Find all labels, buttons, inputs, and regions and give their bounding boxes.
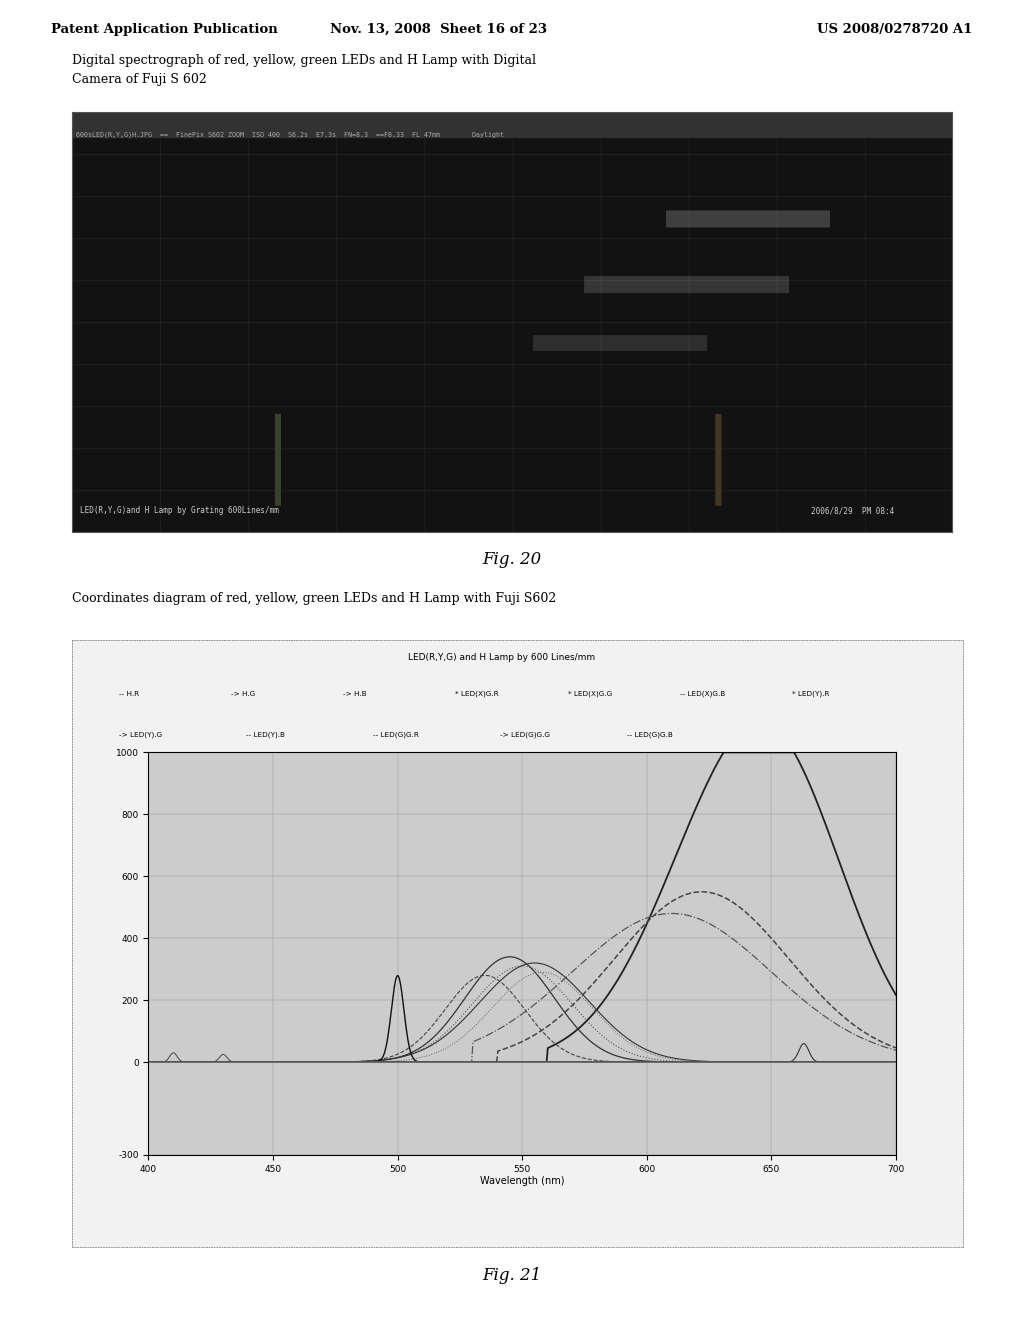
Text: -- LED(X)G.B: -- LED(X)G.B — [680, 690, 725, 697]
Text: -> H.G: -> H.G — [231, 690, 255, 697]
Text: Fig. 21: Fig. 21 — [482, 1267, 542, 1283]
Text: US 2008/0278720 A1: US 2008/0278720 A1 — [817, 22, 973, 36]
Text: Nov. 13, 2008  Sheet 16 of 23: Nov. 13, 2008 Sheet 16 of 23 — [330, 22, 547, 36]
Text: * LED(X)G.G: * LED(X)G.G — [567, 690, 612, 697]
Text: -- LED(G)G.R: -- LED(G)G.R — [373, 731, 419, 738]
Text: -> LED(G)G.G: -> LED(G)G.G — [500, 731, 550, 738]
Text: Coordinates diagram of red, yellow, green LEDs and H Lamp with Fuji S602: Coordinates diagram of red, yellow, gree… — [72, 591, 556, 605]
Text: -- LED(G)G.B: -- LED(G)G.B — [627, 731, 673, 738]
Text: LED(R,Y,G) and H Lamp by 600 Lines/mm: LED(R,Y,G) and H Lamp by 600 Lines/mm — [409, 653, 595, 661]
Text: Patent Application Publication: Patent Application Publication — [51, 22, 278, 36]
Text: 2006/8/29  PM 08:4: 2006/8/29 PM 08:4 — [811, 506, 895, 515]
Text: * LED(X)G.R: * LED(X)G.R — [456, 690, 499, 697]
Text: Fig. 20: Fig. 20 — [482, 552, 542, 568]
Text: 600sLED(R,Y,G)H.JPG  ==  FinePix S602 ZOOM  ISO 400  S6.2s  E7.3s  FN=8.3  ==F8.: 600sLED(R,Y,G)H.JPG == FinePix S602 ZOOM… — [76, 131, 504, 137]
X-axis label: Wavelength (nm): Wavelength (nm) — [480, 1176, 564, 1187]
Text: -- H.R: -- H.R — [119, 690, 139, 697]
Text: LED(R,Y,G)and H Lamp by Grating 600Lines/mm: LED(R,Y,G)and H Lamp by Grating 600Lines… — [81, 506, 280, 515]
Text: Digital spectrograph of red, yellow, green LEDs and H Lamp with Digital
Camera o: Digital spectrograph of red, yellow, gre… — [72, 54, 536, 86]
Text: -- LED(Y).B: -- LED(Y).B — [246, 731, 285, 738]
Text: * LED(Y).R: * LED(Y).R — [793, 690, 829, 697]
Text: -> H.B: -> H.B — [343, 690, 367, 697]
Text: -> LED(Y).G: -> LED(Y).G — [119, 731, 162, 738]
